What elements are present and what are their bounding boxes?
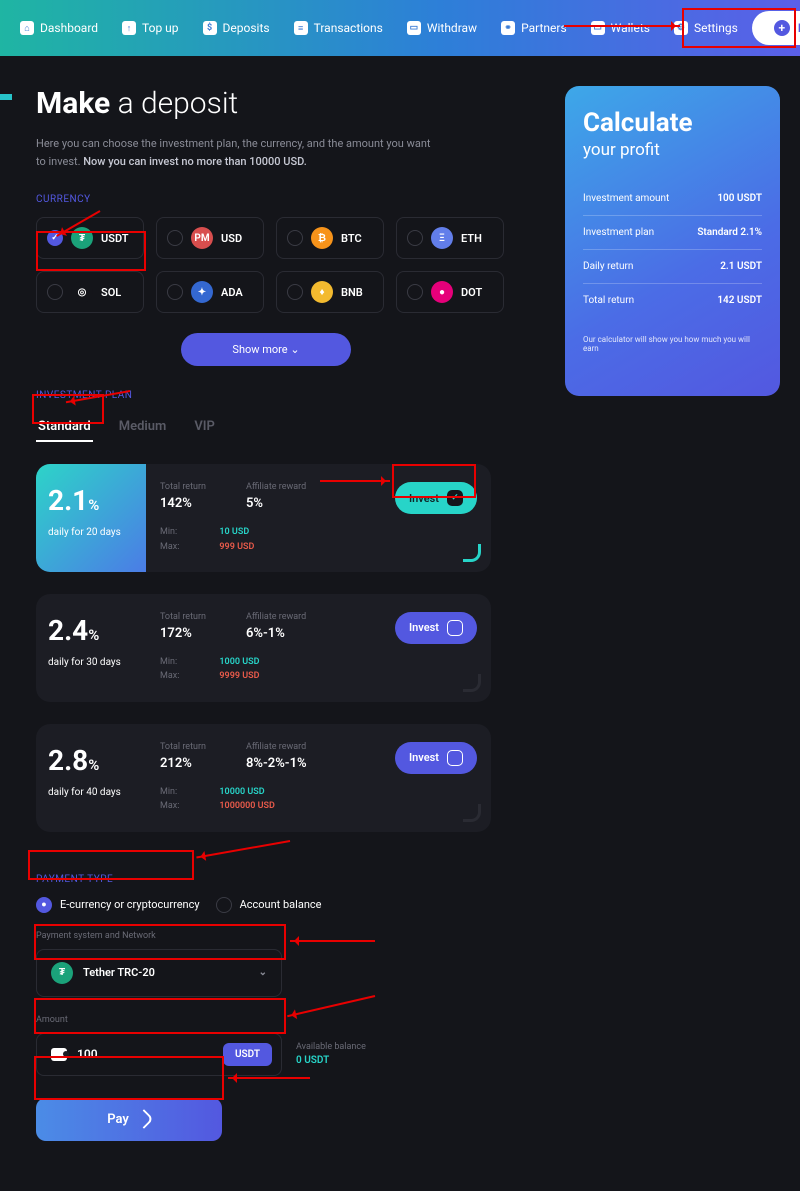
calc-row: Investment amount100 USDT [583, 182, 762, 216]
plan-card-2.4: 2.4% daily for 30 days Total return172% … [36, 594, 491, 702]
coin-icon: ₿ [311, 227, 333, 249]
network-select[interactable]: ₮ Tether TRC-20 ⌄ [36, 949, 282, 997]
nav-top-up[interactable]: ↑Top up [112, 13, 189, 43]
radio-icon [287, 284, 303, 300]
pay-icon [134, 1109, 154, 1129]
pay-button[interactable]: Pay [36, 1098, 222, 1141]
tab-medium[interactable]: Medium [117, 413, 169, 442]
plan-invest-button[interactable]: Invest [395, 742, 477, 774]
nav-partners[interactable]: ⚭Partners [491, 13, 577, 43]
amount-label: Amount [36, 1015, 496, 1025]
corner-decoration [463, 544, 481, 562]
show-more-button[interactable]: Show more ⌄ [181, 333, 351, 366]
payment-options: ●E-currency or cryptocurrency Account bal… [36, 897, 496, 913]
chevron-down-icon: ⌄ [259, 967, 267, 978]
amount-currency-badge: USDT [223, 1043, 272, 1066]
nav-wallets[interactable]: ▭Wallets [581, 13, 660, 43]
plan-invest-button[interactable]: Invest ✓ [395, 482, 477, 514]
network-value: Tether TRC-20 [83, 966, 155, 979]
calc-title: Calculate [583, 108, 762, 138]
radio-icon: ● [36, 897, 52, 913]
available-balance: Available balance 0 USDT [296, 1042, 366, 1066]
corner-decoration [463, 674, 481, 692]
coin-icon: ₮ [71, 227, 93, 249]
plus-icon: + [774, 20, 790, 36]
currency-btc[interactable]: ₿BTC [276, 217, 384, 259]
currency-usdt[interactable]: ✓₮USDT [36, 217, 144, 259]
tab-standard[interactable]: Standard [36, 413, 93, 442]
network-label: Payment system and Network [36, 931, 496, 941]
nav-icon: ▭ [407, 21, 421, 35]
tether-icon: ₮ [51, 962, 73, 984]
nav-icon: ⚙ [674, 21, 688, 35]
radio-icon [287, 230, 303, 246]
plan-rate-panel: 2.4% daily for 30 days [36, 594, 146, 702]
payment-type-label: PAYMENT TYPE [36, 874, 496, 885]
coin-icon: ◎ [71, 281, 93, 303]
page-title: Make a deposit [36, 86, 496, 121]
currency-label: CURRENCY [36, 194, 496, 205]
calc-note: Our calculator will show you how much yo… [583, 335, 762, 353]
wallet-icon [51, 1048, 67, 1061]
payment-option[interactable]: Account balance [216, 897, 322, 913]
radio-icon [407, 284, 423, 300]
nav-icon: ⚭ [501, 21, 515, 35]
nav-invest-button[interactable]: +Invest [752, 11, 800, 45]
calc-row: Total return142 USDT [583, 284, 762, 317]
calc-row: Investment planStandard 2.1% [583, 216, 762, 250]
page: Make a deposit Here you can choose the i… [0, 56, 800, 1191]
nav-withdraw[interactable]: ▭Withdraw [397, 13, 487, 43]
coin-icon: ✦ [191, 281, 213, 303]
nav-icon: ≡ [294, 21, 308, 35]
page-subtitle: Here you can choose the investment plan,… [36, 135, 436, 170]
currency-eth[interactable]: ΞETH [396, 217, 504, 259]
calc-row: Daily return2.1 USDT [583, 250, 762, 284]
nav-icon: ⌂ [20, 21, 34, 35]
payment-option[interactable]: ●E-currency or cryptocurrency [36, 897, 200, 913]
currency-bnb[interactable]: ♦BNB [276, 271, 384, 313]
coin-icon: ● [431, 281, 453, 303]
check-icon: ✓ [447, 490, 463, 506]
calculator-panel: Calculate your profit Investment amount1… [565, 86, 780, 396]
radio-icon [167, 230, 183, 246]
nav-icon: $ [203, 21, 217, 35]
radio-icon [47, 284, 63, 300]
nav-icon: ▭ [591, 21, 605, 35]
plan-tabs: Standard Medium VIP [36, 413, 496, 442]
check-icon [447, 750, 463, 766]
radio-icon [167, 284, 183, 300]
corner-decoration [463, 804, 481, 822]
amount-input[interactable]: 100 USDT [36, 1033, 282, 1076]
currency-sol[interactable]: ◎SOL [36, 271, 144, 313]
radio-icon [407, 230, 423, 246]
decoration-bracket [0, 94, 12, 124]
check-icon [447, 620, 463, 636]
nav-dashboard[interactable]: ⌂Dashboard [10, 13, 108, 43]
amount-value: 100 [77, 1047, 98, 1061]
plan-rate-panel: 2.8% daily for 40 days [36, 724, 146, 832]
plan-invest-button[interactable]: Invest [395, 612, 477, 644]
coin-icon: PM [191, 227, 213, 249]
nav-settings[interactable]: ⚙Settings [664, 13, 748, 43]
currency-dot[interactable]: ●DOT [396, 271, 504, 313]
plan-label: INVESTMENT PLAN [36, 390, 496, 401]
coin-icon: ♦ [311, 281, 333, 303]
currency-usd[interactable]: PMUSD [156, 217, 264, 259]
coin-icon: Ξ [431, 227, 453, 249]
plan-card-2.8: 2.8% daily for 40 days Total return212% … [36, 724, 491, 832]
plan-rate-panel: 2.1% daily for 20 days [36, 464, 146, 572]
radio-icon [216, 897, 232, 913]
tab-vip[interactable]: VIP [192, 413, 217, 442]
nav-deposits[interactable]: $Deposits [193, 13, 280, 43]
calc-subtitle: your profit [583, 140, 762, 160]
currency-grid: ✓₮USDTPMUSD₿BTCΞETH◎SOL✦ADA♦BNB●DOT [36, 217, 496, 313]
radio-icon: ✓ [47, 230, 63, 246]
currency-ada[interactable]: ✦ADA [156, 271, 264, 313]
nav-transactions[interactable]: ≡Transactions [284, 13, 393, 43]
nav-icon: ↑ [122, 21, 136, 35]
plan-card-2.1: 2.1% daily for 20 days Total return142% … [36, 464, 491, 572]
top-nav: ⌂Dashboard↑Top up$Deposits≡Transactions▭… [0, 0, 800, 56]
